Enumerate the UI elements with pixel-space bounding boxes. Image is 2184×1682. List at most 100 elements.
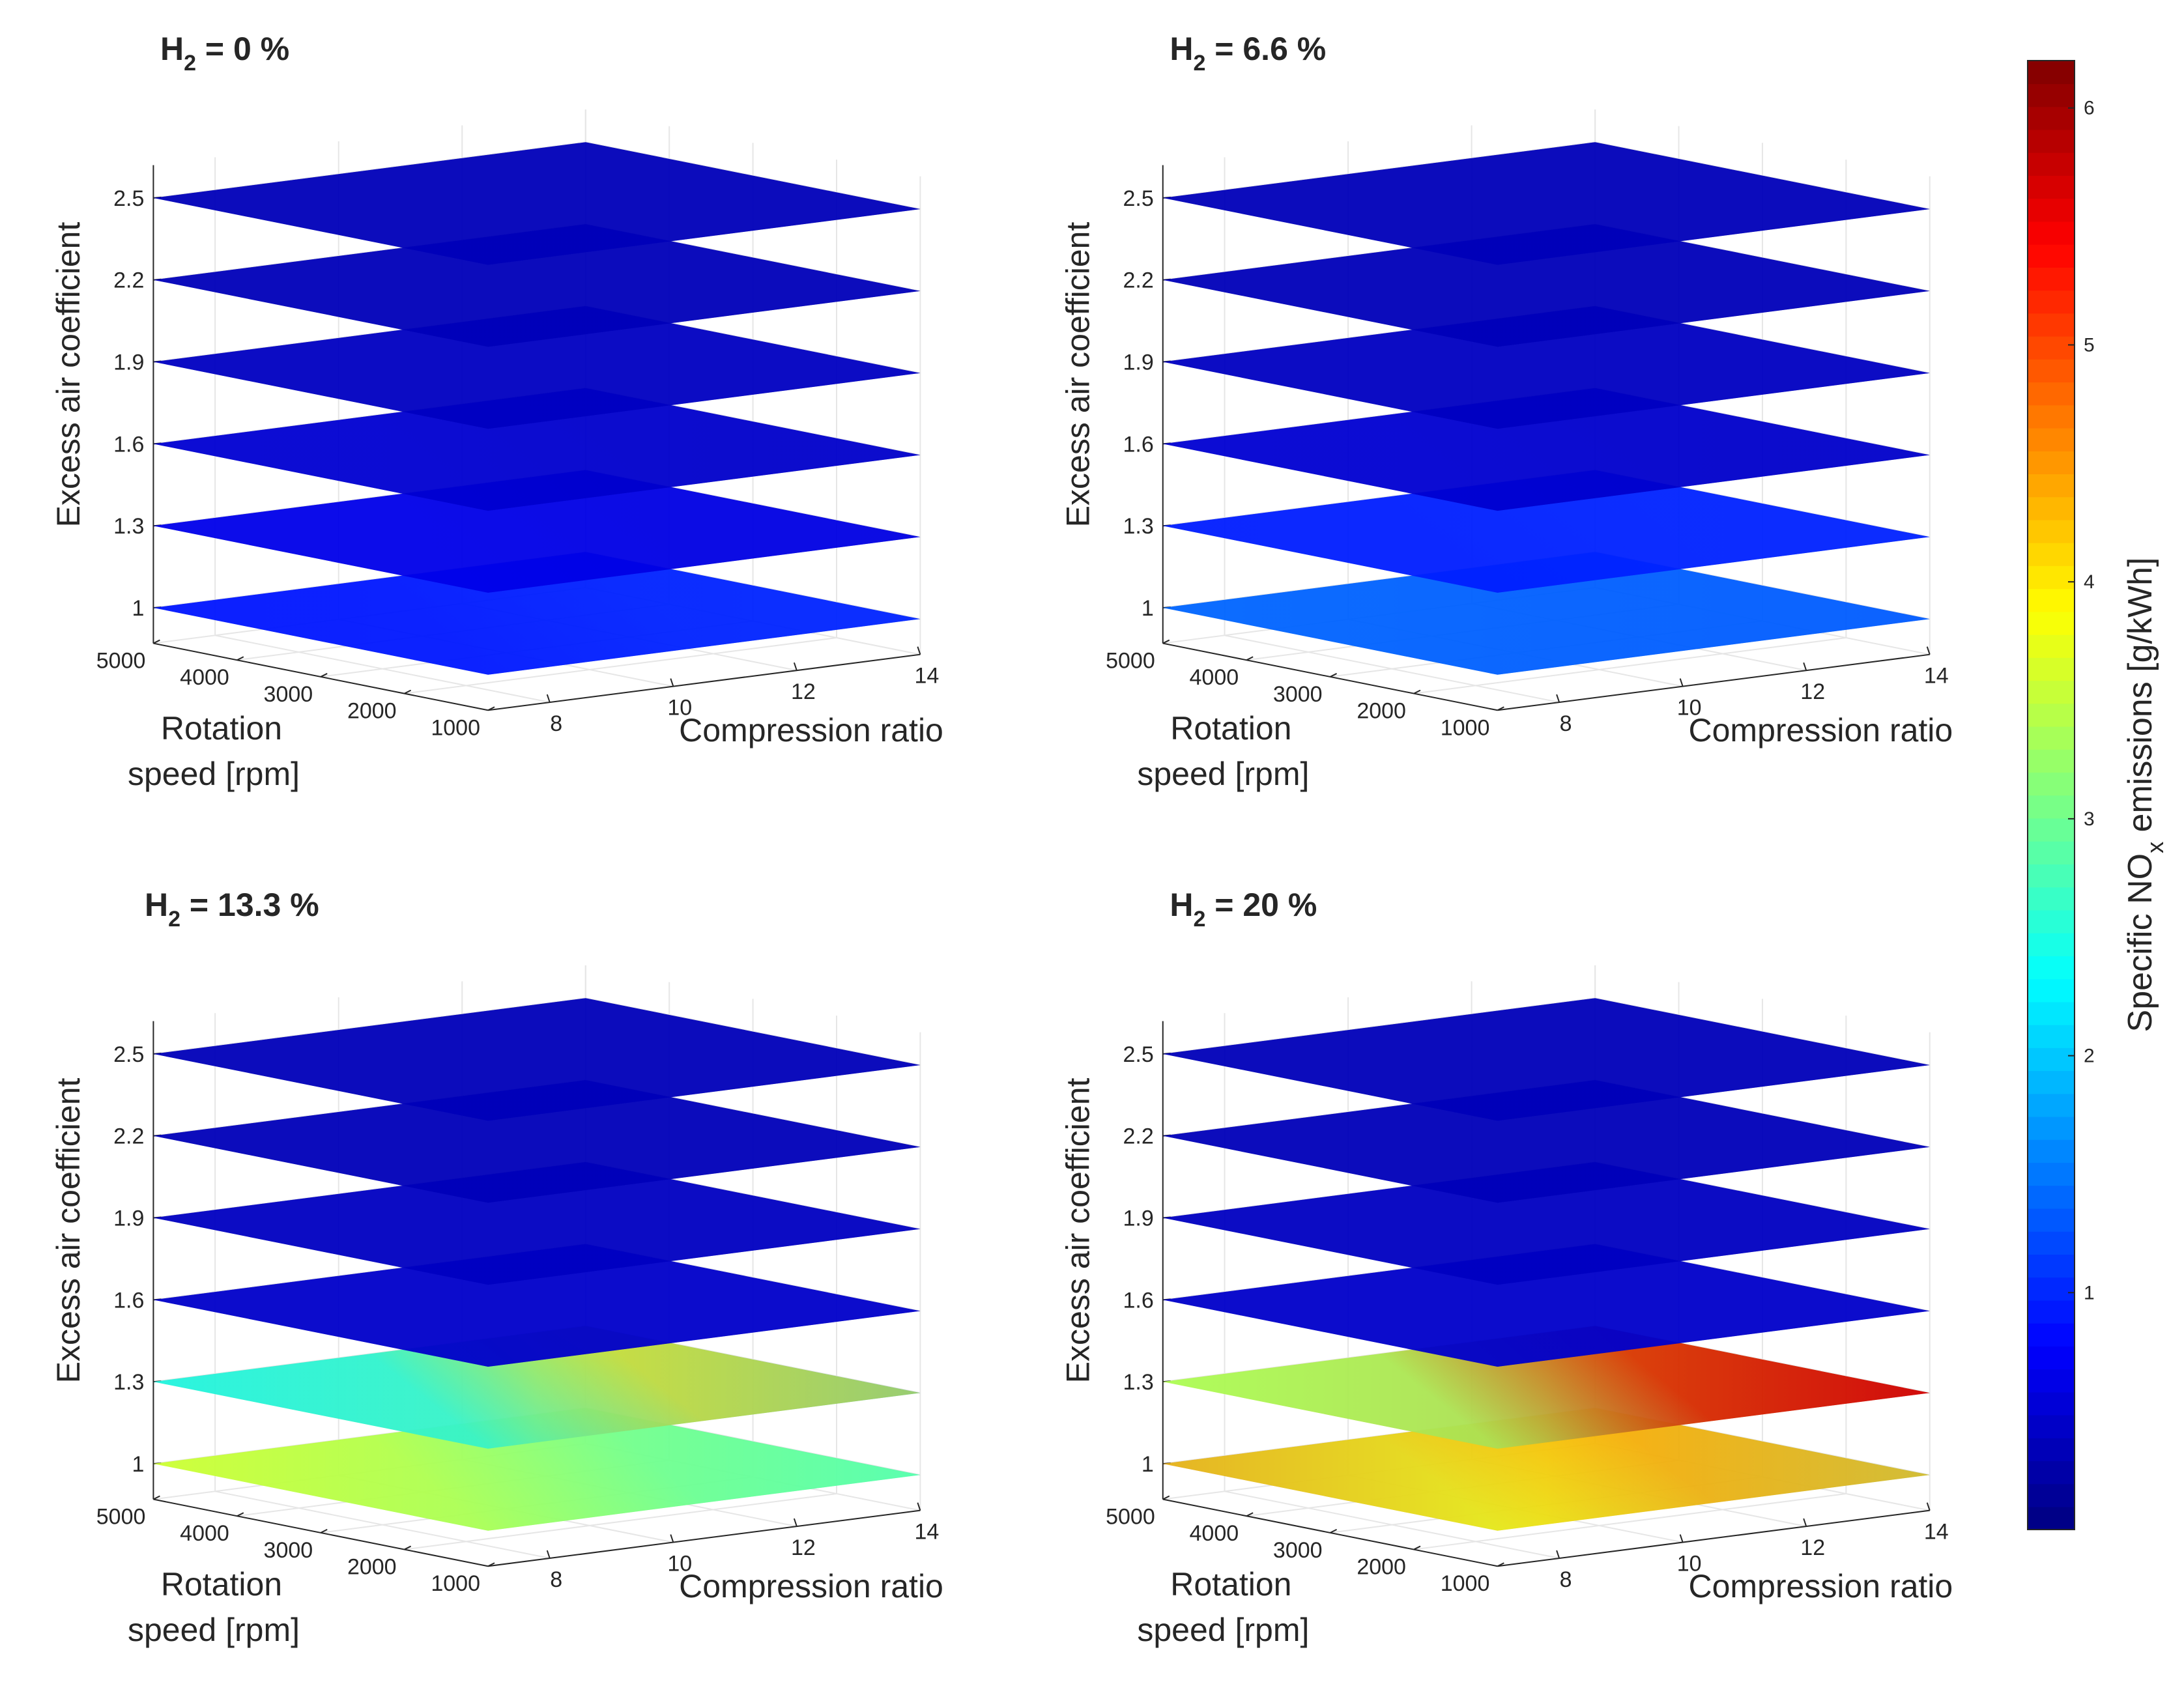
- x-tick: [546, 694, 551, 703]
- y-tick-label: 4000: [180, 665, 229, 690]
- x-tick: [793, 662, 797, 671]
- x-tick: [1679, 1534, 1684, 1543]
- z-tick-label: 1: [1142, 596, 1154, 621]
- z-tick-label: 1.3: [1123, 514, 1153, 539]
- colorbar-segment: [2028, 198, 2075, 222]
- colorbar-segment: [2028, 588, 2075, 612]
- y-axis-label-2: speed [rpm]: [128, 1612, 300, 1648]
- x-tick: [917, 1502, 921, 1511]
- x-tick: [917, 646, 921, 655]
- x-tick: [1556, 1550, 1560, 1559]
- surface-layer-overlay: [153, 1408, 921, 1531]
- colorbar-segment: [2028, 1483, 2075, 1507]
- wall-grid-z2: [585, 997, 921, 1066]
- colorbar-segment: [2028, 726, 2075, 750]
- surface-layer-overlay: [1162, 998, 1930, 1121]
- surface-layer-overlay: [153, 1326, 921, 1449]
- colorbar-segment: [2028, 680, 2075, 704]
- colorbar-tick-label: 5: [2084, 334, 2095, 356]
- colorbar-segment: [2028, 703, 2075, 727]
- x-tick: [1679, 678, 1684, 687]
- y-tick-label: 1000: [1441, 715, 1490, 740]
- z-tick-label: 2.5: [1123, 1042, 1153, 1067]
- y-tick: [487, 1562, 495, 1567]
- y-tick-label: 2000: [347, 699, 397, 724]
- panels: 1 1.3 1.6 1.9 2.2 2.5 1000 2000 3000 4000 5000 8 10 1…: [50, 31, 1953, 1648]
- colorbar-segment: [2028, 840, 2075, 864]
- floor-grid-y: [404, 1492, 837, 1550]
- x-tick-label: 14: [914, 1520, 939, 1545]
- y-tick: [152, 639, 160, 644]
- colorbar-segment: [2028, 359, 2075, 383]
- wall-grid-z2: [585, 141, 921, 210]
- colorbar-segment: [2028, 956, 2075, 980]
- floor-grid-y: [1413, 1492, 1846, 1550]
- surface-layer-overlay: [153, 998, 921, 1121]
- colorbar-segment: [2028, 1185, 2075, 1209]
- surface-layer-overlay: [1162, 1080, 1930, 1203]
- colorbar-segment: [2028, 1300, 2075, 1324]
- y-tick: [1413, 689, 1421, 694]
- y-tick-label: 5000: [1106, 649, 1155, 674]
- surface-layer-overlay: [1162, 1326, 1930, 1449]
- x-tick-label: 14: [1924, 1520, 1949, 1545]
- colorbar-segment: [2028, 1231, 2075, 1255]
- z-tick-label: 1.6: [1123, 432, 1153, 457]
- y-tick: [1497, 1562, 1504, 1567]
- y-tick-label: 2000: [347, 1555, 397, 1580]
- colorbar-segment: [2028, 611, 2075, 635]
- z-tick-label: 2.2: [113, 268, 144, 293]
- x-tick-label: 14: [914, 664, 939, 689]
- surface-layer-overlay: [153, 306, 921, 429]
- colorbar-segment: [2028, 1438, 2075, 1462]
- x-tick: [1926, 1502, 1931, 1511]
- y-axis-label: Rotation: [1170, 710, 1291, 747]
- y-axis-label: Rotation: [1170, 1566, 1291, 1603]
- floor-grid-y: [404, 637, 837, 694]
- colorbar-segment: [2028, 496, 2075, 520]
- z-tick-label: 1.9: [113, 350, 144, 375]
- x-tick-label: 8: [1560, 711, 1572, 736]
- colorbar-segment: [2028, 1369, 2075, 1393]
- colorbar-segment: [2028, 129, 2075, 153]
- y-tick: [1162, 1495, 1170, 1500]
- colorbar-segment: [2028, 1461, 2075, 1485]
- x-axis-label: Compression ratio: [1689, 1568, 1953, 1604]
- surface-layer-overlay: [153, 1162, 921, 1285]
- z-tick-label: 1: [132, 1452, 144, 1477]
- colorbar-segment: [2028, 335, 2075, 360]
- x-tick-label: 12: [1800, 1535, 1825, 1560]
- z-tick-label: 1.3: [1123, 1370, 1153, 1395]
- colorbar-tick-label: 2: [2084, 1046, 2095, 1067]
- y-tick: [237, 1512, 244, 1517]
- y-axis-label: Rotation: [161, 1566, 282, 1603]
- panel-title: H2 = 6.6 %: [1170, 31, 1326, 76]
- x-tick-label: 8: [550, 711, 562, 736]
- z-tick-label: 2.5: [113, 186, 144, 211]
- y-tick: [404, 1545, 412, 1550]
- colorbar-segment: [2028, 1208, 2075, 1232]
- colorbar-segment: [2028, 1048, 2075, 1072]
- y-tick: [320, 673, 328, 677]
- x-tick-label: 12: [791, 1535, 816, 1560]
- y-axis-label-2: speed [rpm]: [128, 756, 300, 792]
- x-tick: [1926, 646, 1931, 655]
- y-tick-label: 4000: [180, 1521, 229, 1546]
- colorbar-tick-label: 6: [2084, 98, 2095, 119]
- x-tick: [793, 1518, 797, 1527]
- y-tick: [487, 706, 495, 711]
- colorbar-segment: [2028, 221, 2075, 245]
- y-tick-label: 1000: [431, 715, 480, 740]
- colorbar-segment: [2028, 1414, 2075, 1438]
- y-tick: [1246, 656, 1254, 661]
- wall-grid-z2: [1594, 997, 1930, 1066]
- colorbar-segment: [2028, 1254, 2075, 1278]
- z-tick-label: 2.5: [1123, 186, 1153, 211]
- colorbar-tick-label: 1: [2084, 1282, 2095, 1304]
- y-tick: [1162, 639, 1170, 644]
- colorbar-segment: [2028, 864, 2075, 888]
- y-tick: [1330, 1528, 1338, 1533]
- y-tick-label: 3000: [264, 682, 313, 707]
- z-tick-label: 1.9: [113, 1206, 144, 1231]
- chart-panel-3: 1 1.3 1.6 1.9 2.2 2.5 1000 2000 3000 4000 5000 8 10 1…: [50, 887, 943, 1648]
